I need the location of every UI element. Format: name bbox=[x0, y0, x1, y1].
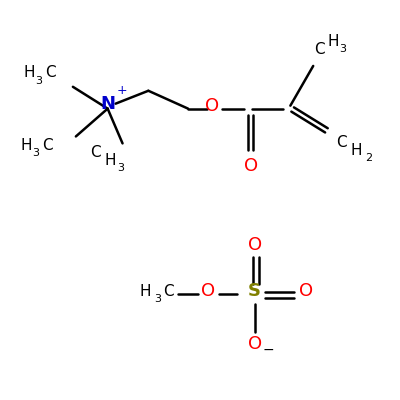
Text: H: H bbox=[350, 143, 362, 158]
Text: H: H bbox=[24, 65, 35, 80]
Text: S: S bbox=[248, 282, 261, 300]
Text: −: − bbox=[263, 343, 274, 357]
Text: H: H bbox=[140, 284, 151, 299]
Text: O: O bbox=[244, 157, 258, 175]
Text: H: H bbox=[20, 138, 32, 153]
Text: 3: 3 bbox=[33, 148, 40, 158]
Text: 3: 3 bbox=[154, 294, 161, 304]
Text: 3: 3 bbox=[36, 76, 43, 86]
Text: H: H bbox=[327, 34, 339, 49]
Text: O: O bbox=[205, 97, 219, 115]
Text: H: H bbox=[105, 153, 116, 168]
Text: C: C bbox=[45, 65, 55, 80]
Text: O: O bbox=[299, 282, 313, 300]
Text: O: O bbox=[201, 282, 215, 300]
Text: N: N bbox=[100, 95, 115, 113]
Text: O: O bbox=[248, 335, 262, 353]
Text: C: C bbox=[163, 284, 174, 299]
Text: C: C bbox=[314, 42, 324, 56]
Text: C: C bbox=[90, 145, 101, 160]
Text: C: C bbox=[336, 135, 346, 150]
Text: C: C bbox=[42, 138, 52, 153]
Text: 2: 2 bbox=[365, 153, 372, 163]
Text: 3: 3 bbox=[117, 163, 124, 173]
Text: 3: 3 bbox=[340, 44, 346, 54]
Text: O: O bbox=[248, 236, 262, 254]
Text: +: + bbox=[116, 84, 127, 97]
